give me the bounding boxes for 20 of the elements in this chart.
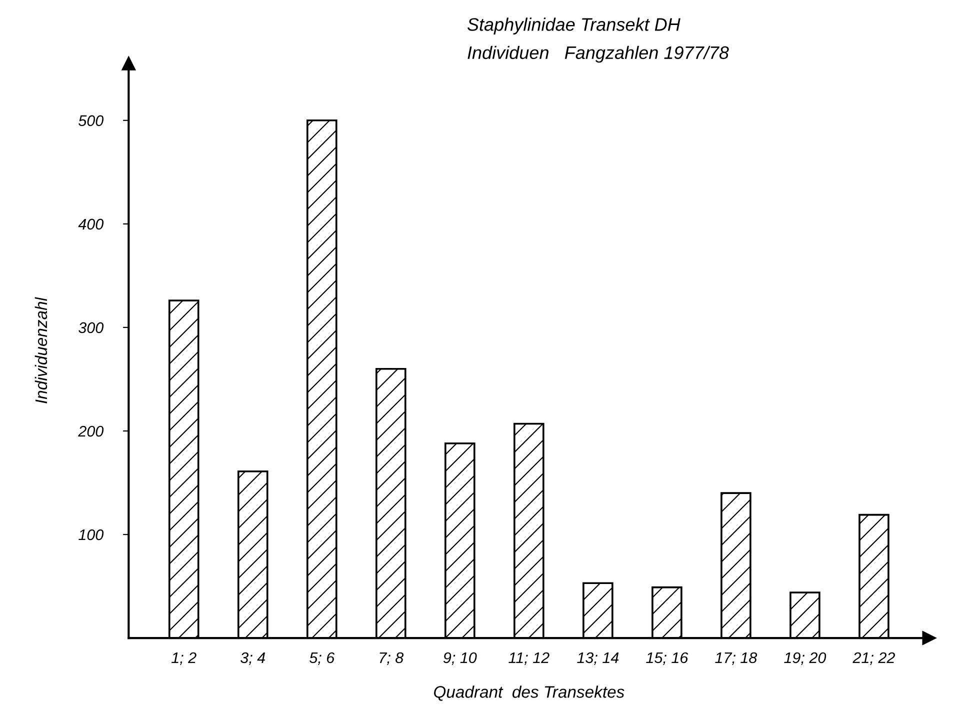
x-tick-label: 7; 8 xyxy=(380,652,404,665)
x-tick-label: 17; 18 xyxy=(715,652,758,665)
x-tick-label: 3; 4 xyxy=(240,652,266,665)
y-tick-label: 300 xyxy=(78,322,104,334)
x-tick-label: 9; 10 xyxy=(443,652,477,665)
x-tick-label: 13; 14 xyxy=(577,652,619,665)
x-tick-label: 5; 6 xyxy=(309,652,335,665)
x-tick-label: 19; 20 xyxy=(784,652,826,665)
x-axis-title: Quadrant des Transektes xyxy=(434,686,624,701)
x-tick-label: 15; 16 xyxy=(646,652,688,665)
y-axis-title: Individuenzahl xyxy=(34,297,48,404)
y-tick-label: 100 xyxy=(78,529,104,540)
x-tick-label: 1; 2 xyxy=(172,652,196,665)
x-tick-label: 21; 22 xyxy=(852,652,895,665)
chart-subtitle: Individuen Fangzahlen 1977/78 xyxy=(468,46,729,63)
y-tick-label: 500 xyxy=(78,115,104,126)
chart-title: Staphylinidae Transekt DH xyxy=(467,18,680,34)
x-tick-label: 11; 12 xyxy=(508,652,550,665)
y-tick-label: 200 xyxy=(78,426,104,437)
y-tick-label: 400 xyxy=(78,218,104,230)
